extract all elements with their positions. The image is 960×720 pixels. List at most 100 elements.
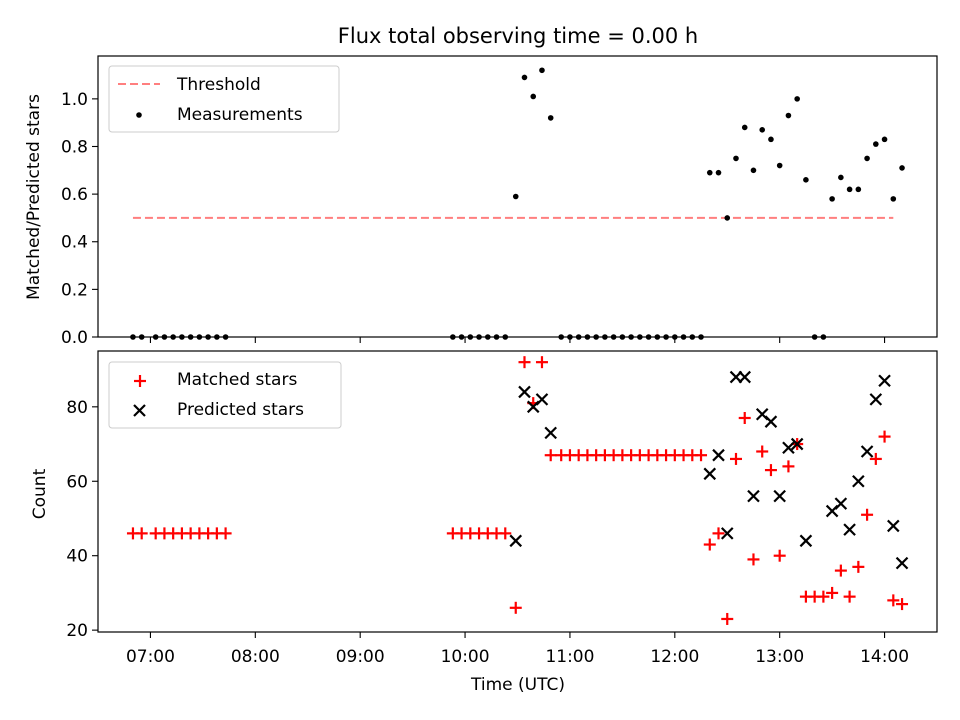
matched-star-point [764,464,777,477]
measurement-point [890,196,897,202]
bottom-legend-box [108,361,342,429]
y-tick-label: 0.8 [61,137,88,157]
matched-star-point [729,452,742,465]
predicted-star-point [712,448,725,462]
x-tick-label: 10:00 [441,647,490,667]
top-x-tick-marks [149,337,886,343]
matched-star-point [499,527,512,540]
bottom-plot-content [126,356,909,625]
matched-star-point [518,356,531,369]
matched-star-point [869,452,882,465]
x-tick-label: 12:00 [650,647,699,667]
measurement-point [881,136,888,143]
y-tick-label: 20 [66,621,88,641]
matched-star-point [782,460,795,473]
top-panel: Flux total observing time = 0.00 h Match… [24,24,938,348]
matched-star-point [738,411,751,424]
measurement-point [899,165,905,171]
chart-title: Flux total observing time = 0.00 h [338,24,698,48]
x-tick-label: 14:00 [860,647,909,667]
matched-star-point [695,449,708,462]
predicted-star-point [764,415,778,428]
predicted-star-point [843,523,856,536]
predicted-star-point [773,489,786,503]
matched-star-point [843,590,856,603]
predicted-star-point [720,527,734,540]
measurement-point [530,93,537,100]
matched-star-point [834,564,847,577]
measurement-point [733,155,739,162]
matched-star-point [703,538,716,551]
measurement-point [829,196,835,202]
y-tick-label: 60 [66,472,88,492]
legend-measurements-label: Measurements [177,105,303,125]
measurement-point [521,74,528,81]
measurement-point [547,115,554,121]
legend-predicted-label: Predicted stars [177,400,304,420]
predicted-star-point [878,374,891,388]
top-plot-content [130,67,905,340]
legend-matched-swatch [134,375,146,387]
matched-star-point [135,527,148,540]
matched-star-point [712,527,725,540]
matched-star-point [887,594,900,607]
x-tick-label: 13:00 [755,647,804,667]
x-tick-label: 07:00 [126,647,175,667]
predicted-star-point [544,426,557,440]
measurement-point [750,167,757,174]
bottom-plot-frame [97,350,938,633]
measurement-point [768,136,774,143]
predicted-star-point [782,441,795,455]
matched-star-point [535,356,548,369]
matched-star-point [826,586,839,599]
y-tick-label: 0.0 [61,328,88,348]
predicted-star-point [790,437,804,451]
matched-star-point [773,549,786,562]
measurement-point [724,215,731,221]
measurement-point [846,186,853,193]
predicted-star-point [518,385,531,399]
top-legend: Threshold Measurements [108,65,340,133]
measurement-point [855,186,862,193]
matched-star-point [544,449,557,462]
top-plot-frame [97,55,938,338]
matched-star-point [852,560,865,573]
predicted-star-point [799,534,813,548]
bottom-legend: Matched stars Predicted stars [108,361,342,429]
predicted-star-point [869,393,883,406]
legend-matched-label: Matched stars [177,370,297,390]
x-axis-label: Time (UTC) [470,675,565,695]
measurement-point [794,96,800,102]
matched-star-point [721,612,734,625]
legend-predicted-swatch [133,404,146,417]
predicted-star-point [509,534,523,548]
predicted-star-point [887,519,900,533]
x-tick-label: 09:00 [336,647,385,667]
measurement-point [741,124,748,131]
measurement-point [715,169,722,176]
bottom-y-axis-label: Count [30,468,50,519]
matched-star-point [509,601,522,614]
measurement-point [864,155,870,162]
measurement-point [803,177,809,183]
top-y-axis-label: Matched/Predicted stars [24,94,44,300]
x-tick-label: 11:00 [545,647,594,667]
top-y-ticks: 0.0 0.2 0.4 0.6 0.8 1.0 [61,90,98,348]
predicted-star-point [703,467,717,481]
bottom-panel: Count Time (UTC) 20 40 60 80 07:00 08:00 09:0… [30,350,938,695]
measurement-point [512,193,519,200]
matched-star-point [878,430,891,443]
predicted-star-point [834,497,848,510]
predicted-star-point [535,393,549,406]
legend-threshold-label: Threshold [176,75,261,95]
predicted-star-point [738,370,752,384]
y-tick-label: 40 [66,547,88,567]
measurement-point [539,67,545,74]
legend-measurements-swatch [136,112,142,118]
measurement-point [759,127,766,133]
bottom-y-ticks: 20 40 60 80 [66,398,98,641]
matched-star-point [756,445,769,458]
x-tick-label: 08:00 [231,647,280,667]
measurement-point [785,112,792,119]
